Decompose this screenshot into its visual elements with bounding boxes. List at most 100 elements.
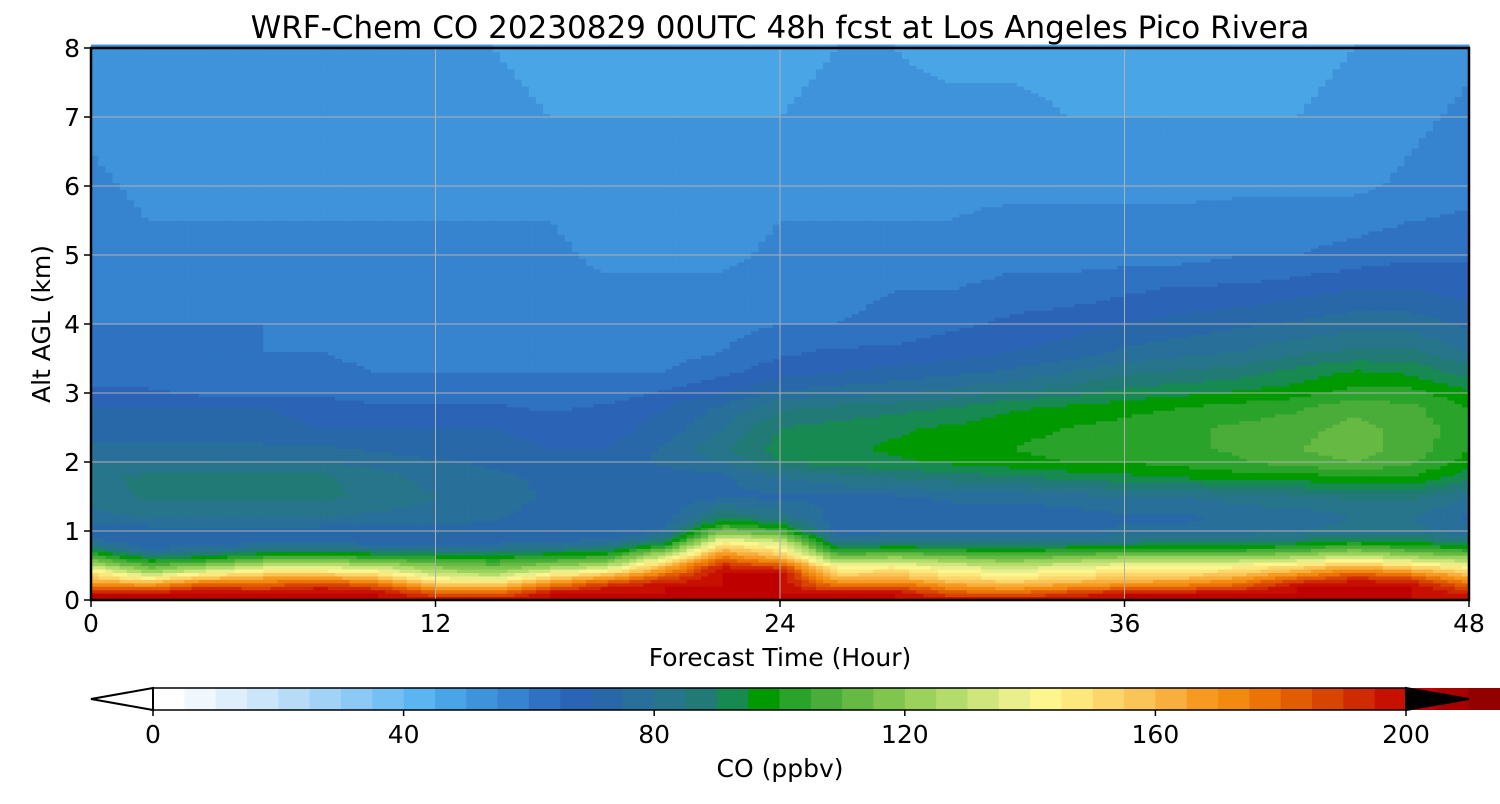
heat-cell — [126, 582, 135, 587]
heat-cell — [105, 575, 114, 580]
heat-cell — [248, 123, 257, 128]
heat-cell — [148, 51, 157, 56]
heat-cell — [256, 586, 264, 591]
heat-cell — [256, 258, 264, 263]
heat-cell — [234, 575, 243, 580]
heat-cell — [141, 210, 150, 215]
heat-cell — [105, 417, 114, 422]
heat-cell — [126, 175, 135, 180]
heat-cell — [198, 551, 207, 556]
heat-cell — [220, 85, 228, 90]
heat-cell — [126, 58, 135, 63]
heat-cell — [291, 299, 300, 304]
heat-cell — [105, 130, 114, 135]
heat-cell — [241, 261, 250, 266]
heat-cell — [205, 393, 214, 398]
heat-cell — [148, 255, 157, 260]
heat-cell — [220, 462, 228, 467]
heat-cell — [141, 286, 150, 291]
heat-cell — [119, 558, 128, 563]
heat-cell — [162, 168, 171, 173]
heat-cell — [299, 230, 307, 235]
heat-cell — [205, 430, 214, 435]
heat-cell — [270, 61, 279, 66]
heat-cell — [213, 475, 221, 480]
heat-cell — [198, 161, 207, 166]
heat-cell — [162, 79, 171, 84]
heat-cell — [241, 531, 250, 536]
heat-cell — [234, 144, 243, 149]
heat-cell — [91, 496, 99, 501]
heat-cell — [119, 330, 128, 335]
heat-cell — [256, 158, 264, 163]
heat-cell — [263, 141, 272, 146]
heat-cell — [198, 468, 207, 473]
heat-cell — [284, 465, 293, 470]
heat-cell — [134, 292, 142, 297]
heat-cell — [205, 58, 214, 63]
heat-cell — [184, 386, 193, 391]
heat-cell — [198, 154, 207, 159]
heat-cell — [205, 72, 214, 77]
heat-cell — [112, 92, 121, 97]
heat-cell — [155, 406, 164, 411]
heat-cell — [91, 234, 99, 239]
heat-cell — [91, 261, 99, 266]
heat-cell — [141, 265, 150, 270]
heat-cell — [277, 44, 286, 49]
heat-cell — [198, 448, 207, 453]
heat-cell — [141, 551, 150, 556]
heat-cell — [148, 68, 157, 73]
heat-cell — [126, 579, 135, 584]
heat-cell — [91, 341, 99, 346]
heat-cell — [184, 172, 193, 177]
heat-cell — [177, 92, 185, 97]
heat-cell — [126, 437, 135, 442]
heat-cell — [270, 251, 279, 256]
heat-cell — [155, 413, 164, 418]
heat-cell — [220, 458, 228, 463]
heat-cell — [248, 520, 257, 525]
heat-cell — [177, 524, 185, 529]
heat-cell — [220, 441, 228, 446]
heat-cell — [256, 568, 264, 573]
heat-cell — [270, 230, 279, 235]
heat-cell — [91, 268, 99, 273]
heat-cell — [155, 272, 164, 277]
heat-cell — [205, 562, 214, 567]
heat-cell — [284, 196, 293, 201]
heat-cell — [184, 420, 193, 425]
heat-cell — [155, 493, 164, 498]
heat-cell — [306, 575, 315, 580]
heat-cell — [241, 448, 250, 453]
heat-cell — [241, 120, 250, 125]
heat-cell — [306, 75, 315, 80]
heat-cell — [119, 75, 128, 80]
heat-cell — [119, 531, 128, 536]
heat-cell — [241, 572, 250, 577]
heat-cell — [98, 251, 106, 256]
heat-cell — [299, 161, 307, 166]
heat-cell — [126, 117, 135, 122]
heat-cell — [162, 544, 171, 549]
heat-cell — [256, 103, 264, 108]
heat-cell — [248, 241, 257, 246]
heat-cell — [220, 296, 228, 301]
heat-cell — [234, 355, 243, 360]
heat-cell — [263, 61, 272, 66]
heat-cell — [184, 182, 193, 187]
heat-cell — [191, 406, 200, 411]
heat-cell — [284, 320, 293, 325]
heat-cell — [227, 448, 236, 453]
heat-cell — [205, 172, 214, 177]
heat-cell — [234, 268, 243, 273]
heat-cell — [98, 355, 106, 360]
heat-cell — [105, 44, 114, 49]
heat-cell — [184, 137, 193, 142]
heat-cell — [105, 334, 114, 339]
heat-cell — [234, 85, 243, 90]
heat-cell — [112, 241, 121, 246]
heat-cell — [169, 48, 178, 53]
heat-cell — [98, 182, 106, 187]
heat-cell — [284, 227, 293, 232]
